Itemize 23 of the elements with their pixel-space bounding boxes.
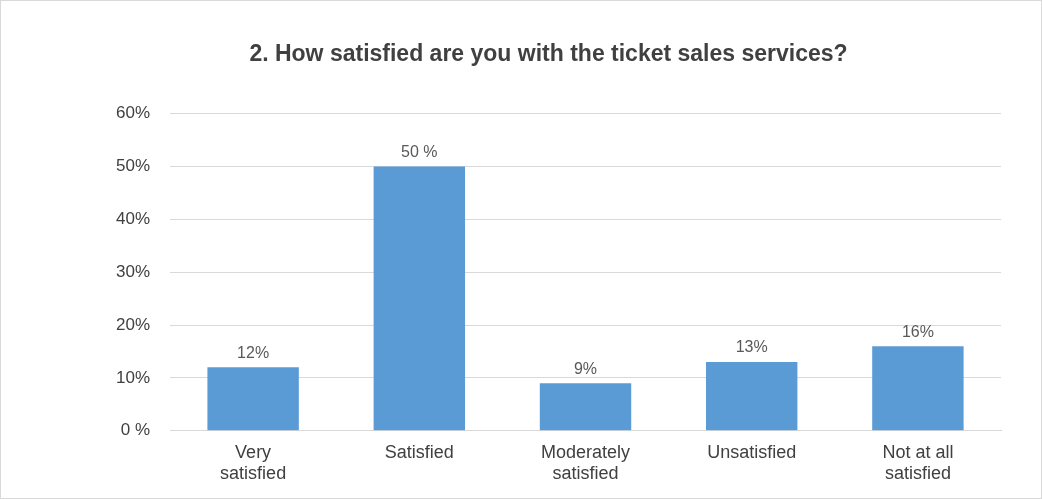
bar xyxy=(207,367,299,431)
x-tick-label: Moderately satisfied xyxy=(540,441,631,484)
bar xyxy=(539,383,632,431)
x-tick-label: Not at all satisfied xyxy=(882,441,954,484)
x-tick-label: Unsatisfied xyxy=(707,441,797,462)
y-tick-label: 30% xyxy=(115,261,151,281)
x-tick-label: Satisfied xyxy=(384,441,454,462)
y-tick-label: 50% xyxy=(115,156,151,176)
bar xyxy=(706,362,798,431)
x-tick-label: Very satisfied xyxy=(220,441,287,484)
data-label: 50 % xyxy=(401,142,438,160)
y-tick-label: 10% xyxy=(115,367,151,387)
y-tick-label: 40% xyxy=(115,209,151,229)
bar xyxy=(373,166,466,431)
chart-title: 2. How satisfied are you with the ticket sales services? xyxy=(249,40,848,67)
y-tick-label: 0 % xyxy=(120,420,151,440)
data-label: 16% xyxy=(901,322,934,340)
bar xyxy=(872,346,964,431)
data-label: 9% xyxy=(573,359,598,377)
y-tick-label: 20% xyxy=(115,314,151,334)
y-tick-label: 60% xyxy=(115,103,151,123)
data-label: 12% xyxy=(237,343,270,361)
data-label: 13% xyxy=(735,338,768,356)
